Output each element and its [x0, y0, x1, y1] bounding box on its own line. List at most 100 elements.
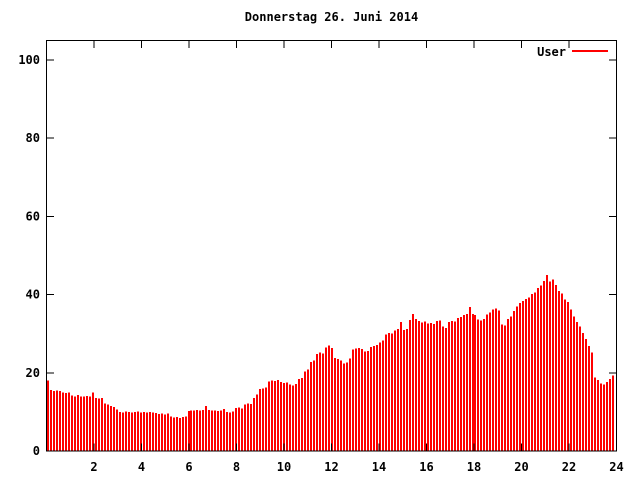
x-tick-label: 6 — [185, 460, 192, 474]
bar — [358, 347, 360, 451]
bar — [612, 375, 614, 451]
x-tick-label: 8 — [233, 460, 240, 474]
bar — [214, 410, 216, 451]
bar — [208, 409, 210, 451]
bar — [504, 325, 506, 451]
bar — [232, 411, 234, 451]
bar — [50, 390, 52, 451]
bar — [606, 382, 608, 451]
bar — [286, 382, 288, 451]
bar — [391, 333, 393, 451]
bar — [436, 321, 438, 451]
x-tick-label: 4 — [138, 460, 145, 474]
bar — [307, 369, 309, 451]
bar — [65, 393, 67, 451]
bar — [427, 323, 429, 451]
bar — [439, 320, 441, 451]
bar — [519, 303, 521, 451]
bar — [558, 291, 560, 451]
y-tick-label: 80 — [26, 131, 40, 145]
bar — [113, 407, 115, 451]
bar — [537, 288, 539, 451]
bar — [92, 392, 94, 451]
bar — [119, 411, 121, 451]
bar — [331, 348, 333, 451]
bar — [603, 384, 605, 451]
bar — [101, 398, 103, 451]
bar — [56, 390, 58, 451]
bar — [579, 326, 581, 451]
bar — [370, 347, 372, 451]
bar — [211, 410, 213, 451]
bar — [319, 352, 321, 451]
bar — [340, 360, 342, 451]
bar — [217, 411, 219, 451]
bar — [454, 321, 456, 451]
bar — [280, 382, 282, 451]
bar — [498, 310, 500, 451]
bar — [244, 404, 246, 451]
bar — [469, 307, 471, 451]
bar — [247, 403, 249, 451]
bar — [301, 377, 303, 451]
bar — [146, 412, 148, 451]
bar — [382, 340, 384, 451]
bar — [379, 342, 381, 451]
bar — [522, 300, 524, 451]
bar — [388, 332, 390, 451]
bar — [549, 281, 551, 451]
bar — [472, 314, 474, 451]
bar — [289, 384, 291, 451]
bar — [220, 410, 222, 451]
bar — [89, 396, 91, 451]
bar — [95, 397, 97, 451]
bar — [585, 339, 587, 451]
bar — [397, 329, 399, 451]
bar — [196, 409, 198, 451]
bar — [486, 314, 488, 451]
bar — [47, 380, 49, 451]
y-tick-label: 0 — [33, 444, 40, 458]
bar — [385, 334, 387, 451]
bar — [80, 396, 82, 451]
bar — [164, 414, 166, 451]
bar — [83, 396, 85, 451]
bar — [406, 329, 408, 451]
bar — [516, 306, 518, 451]
x-tick-label: 24 — [609, 460, 623, 474]
y-tick-label: 20 — [26, 366, 40, 380]
bar — [597, 379, 599, 451]
plot-border — [46, 40, 617, 452]
bar — [170, 416, 172, 451]
bar — [316, 354, 318, 451]
bar — [202, 409, 204, 451]
bar — [185, 416, 187, 451]
bar — [158, 413, 160, 451]
bar — [193, 410, 195, 451]
bar — [235, 408, 237, 451]
bar — [155, 413, 157, 451]
bar — [525, 298, 527, 451]
bar — [98, 398, 100, 451]
bar — [445, 327, 447, 451]
bar — [424, 321, 426, 451]
bar — [513, 311, 515, 451]
x-tick-label: 2 — [90, 460, 97, 474]
bar — [134, 411, 136, 451]
bar — [107, 404, 109, 451]
bar — [313, 360, 315, 451]
bar — [394, 330, 396, 451]
bar — [534, 292, 536, 451]
bar — [277, 380, 279, 451]
x-tick-label: 22 — [562, 460, 576, 474]
bar — [594, 377, 596, 451]
bar — [367, 350, 369, 451]
bar — [457, 318, 459, 451]
bar — [582, 332, 584, 451]
bar — [253, 398, 255, 451]
bar — [53, 390, 55, 451]
y-tick-label: 100 — [18, 53, 40, 67]
bar — [421, 322, 423, 451]
